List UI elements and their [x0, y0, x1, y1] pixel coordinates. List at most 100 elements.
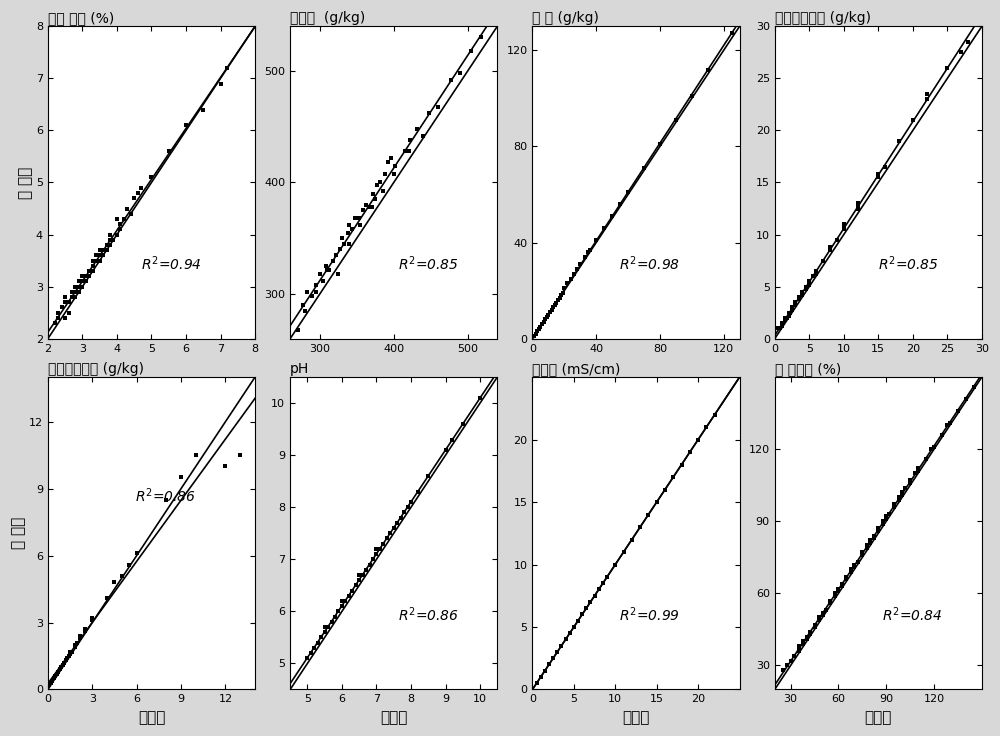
- Point: [126, 192, 142, 204]
- Point: [881, 508, 897, 520]
- Point: [308, 279, 324, 291]
- Point: [49, 668, 65, 680]
- Point: [106, 576, 122, 588]
- Point: [62, 648, 78, 659]
- Point: [47, 670, 63, 682]
- Point: [588, 234, 604, 246]
- Point: [59, 652, 75, 664]
- Point: [81, 270, 97, 282]
- Point: [532, 321, 548, 333]
- Point: [794, 289, 810, 301]
- Point: [537, 314, 553, 325]
- Point: [939, 420, 955, 431]
- Point: [303, 647, 319, 659]
- Point: [327, 611, 343, 623]
- Point: [537, 665, 553, 676]
- Point: [891, 135, 907, 146]
- Point: [577, 251, 593, 263]
- Point: [582, 596, 598, 608]
- Point: [966, 381, 982, 392]
- Point: [317, 626, 333, 638]
- Point: [878, 511, 894, 523]
- Point: [53, 661, 69, 673]
- Point: [548, 297, 564, 308]
- Point: [569, 263, 585, 275]
- Point: [362, 559, 378, 570]
- Point: [843, 564, 859, 576]
- Point: [599, 571, 615, 583]
- Point: [50, 666, 66, 678]
- Point: [351, 212, 367, 224]
- Point: [572, 258, 588, 270]
- Point: [649, 496, 665, 508]
- Point: [310, 637, 326, 648]
- Point: [78, 275, 94, 287]
- Point: [362, 201, 378, 213]
- Point: [387, 160, 403, 171]
- Point: [707, 408, 723, 420]
- Point: [95, 244, 111, 256]
- Point: [791, 640, 807, 652]
- Point: [850, 556, 866, 568]
- Point: [375, 538, 391, 550]
- Point: [563, 273, 579, 285]
- Point: [894, 486, 910, 498]
- Point: [777, 314, 793, 326]
- Point: [604, 210, 620, 222]
- Point: [393, 512, 409, 523]
- Point: [219, 62, 235, 74]
- Point: [46, 673, 62, 684]
- Point: [919, 88, 935, 100]
- Point: [59, 652, 75, 664]
- Point: [698, 421, 714, 433]
- Point: [71, 286, 87, 298]
- X-axis label: 实测値: 实测値: [865, 710, 892, 725]
- Point: [438, 444, 454, 456]
- Point: [421, 107, 437, 119]
- Point: [775, 665, 791, 676]
- Point: [352, 219, 368, 231]
- Point: [55, 659, 71, 670]
- Point: [665, 471, 681, 483]
- Point: [574, 609, 590, 620]
- Point: [553, 640, 569, 651]
- Point: [74, 280, 90, 292]
- Point: [624, 534, 640, 545]
- Point: [808, 268, 824, 280]
- Point: [92, 255, 108, 266]
- Point: [43, 677, 59, 689]
- Point: [364, 201, 380, 213]
- Point: [834, 580, 850, 592]
- Point: [77, 623, 93, 635]
- Point: [362, 559, 378, 570]
- Point: [724, 27, 740, 39]
- Point: [558, 634, 574, 645]
- Point: [537, 314, 553, 325]
- Point: [616, 546, 632, 558]
- Point: [400, 501, 416, 513]
- Point: [910, 465, 926, 477]
- Point: [827, 590, 843, 601]
- Point: [779, 659, 795, 671]
- Point: [133, 182, 149, 194]
- Point: [67, 280, 83, 292]
- Text: $R^2$=0.99: $R^2$=0.99: [619, 605, 680, 623]
- Point: [580, 247, 596, 258]
- Point: [779, 312, 795, 324]
- Point: [878, 513, 894, 525]
- Point: [396, 506, 412, 518]
- Point: [674, 459, 690, 470]
- Point: [112, 224, 128, 236]
- Point: [774, 320, 790, 332]
- Point: [64, 291, 80, 303]
- Point: [624, 534, 640, 545]
- Point: [334, 233, 350, 244]
- Point: [389, 517, 405, 528]
- Point: [313, 631, 329, 643]
- Text: 电导率 (mS/cm): 电导率 (mS/cm): [532, 362, 621, 376]
- Point: [772, 322, 788, 334]
- Point: [866, 530, 882, 542]
- Point: [529, 325, 545, 337]
- Point: [401, 145, 417, 157]
- Text: 水溢性有机氮 (g/kg): 水溢性有机氮 (g/kg): [48, 362, 144, 376]
